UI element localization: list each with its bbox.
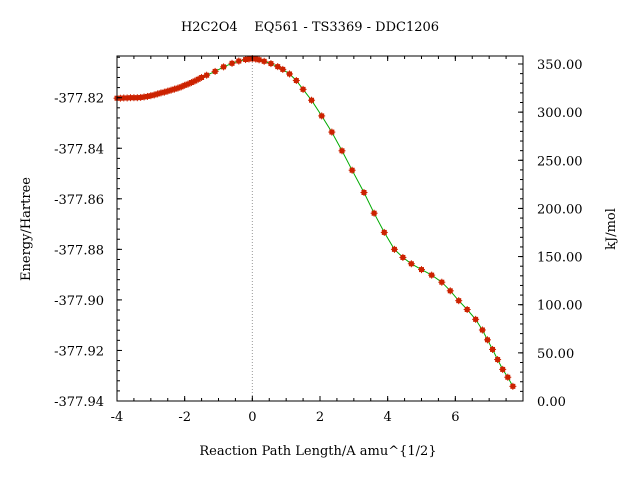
data-point bbox=[267, 60, 275, 68]
data-point bbox=[472, 315, 480, 323]
data-point bbox=[463, 306, 471, 314]
data-point bbox=[348, 166, 356, 174]
data-point bbox=[390, 245, 398, 253]
y-tick-label: -377.88 bbox=[54, 243, 104, 258]
data-point bbox=[279, 65, 287, 73]
data-point bbox=[428, 271, 436, 279]
y-tick-label: -377.84 bbox=[54, 142, 104, 157]
x-tick-label: 6 bbox=[451, 410, 459, 425]
data-point bbox=[328, 128, 336, 136]
y2-tick-label: 200.00 bbox=[537, 202, 583, 217]
y-tick-label: -377.90 bbox=[54, 294, 104, 309]
data-point bbox=[203, 71, 211, 79]
data-point bbox=[489, 345, 497, 353]
y2-tick-label: 350.00 bbox=[537, 58, 583, 73]
y2-axis-ticks: 0.00 50.00 100.00 150.00 200.00 250.00 300.00 3… bbox=[518, 58, 583, 410]
data-point bbox=[380, 228, 388, 236]
y-axis-ticks: -377.82 -377.84 -377.86 -377.88 -377.90 -377.… bbox=[54, 56, 122, 410]
data-point bbox=[286, 70, 294, 78]
y2-tick-label: 250.00 bbox=[537, 154, 583, 169]
data-point bbox=[499, 365, 507, 373]
data-point bbox=[260, 57, 268, 65]
chart-title: H2C2O4 EQ561 - TS3369 - DDC1206 bbox=[181, 20, 439, 35]
x-tick-label: -4 bbox=[111, 410, 124, 425]
data-point bbox=[509, 382, 517, 390]
x-tick-label: -2 bbox=[178, 410, 191, 425]
data-point bbox=[211, 67, 219, 75]
data-point bbox=[360, 188, 368, 196]
data-point bbox=[235, 57, 243, 65]
data-point bbox=[308, 96, 316, 104]
data-point bbox=[228, 59, 236, 67]
data-point bbox=[407, 260, 415, 268]
y-tick-label: -377.92 bbox=[54, 344, 104, 359]
data-point bbox=[220, 63, 228, 71]
y2-tick-label: 100.00 bbox=[537, 299, 583, 314]
y2-tick-label: 300.00 bbox=[537, 106, 583, 121]
data-point bbox=[299, 85, 307, 93]
series-line bbox=[117, 57, 514, 387]
x-tick-label: 0 bbox=[248, 410, 256, 425]
data-point bbox=[446, 287, 454, 295]
data-point bbox=[274, 63, 282, 71]
data-point bbox=[370, 209, 378, 217]
y-axis-label: Energy/Hartree bbox=[19, 177, 34, 281]
data-point bbox=[483, 336, 491, 344]
data-point bbox=[338, 147, 346, 155]
plot-area bbox=[113, 55, 517, 401]
y-tick-label: -377.82 bbox=[54, 92, 104, 107]
data-point bbox=[292, 77, 300, 85]
data-point bbox=[504, 373, 512, 381]
data-point bbox=[455, 297, 463, 305]
x-tick-label: 4 bbox=[384, 410, 392, 425]
data-point bbox=[438, 278, 446, 286]
data-point bbox=[198, 73, 206, 81]
x-axis-label: Reaction Path Length/A amu^{1/2} bbox=[199, 444, 436, 459]
y2-tick-label: 0.00 bbox=[537, 395, 566, 410]
y2-axis-label: kJ/mol bbox=[604, 208, 619, 250]
y2-tick-label: 150.00 bbox=[537, 251, 583, 266]
data-point bbox=[255, 56, 263, 64]
data-point bbox=[399, 253, 407, 261]
data-point bbox=[494, 356, 502, 364]
y-tick-label: -377.94 bbox=[54, 395, 104, 410]
y2-tick-label: 50.00 bbox=[537, 347, 574, 362]
data-point bbox=[318, 112, 326, 120]
data-point bbox=[418, 266, 425, 274]
x-tick-label: 2 bbox=[316, 410, 324, 425]
x-axis-ticks: -4 -2 0 2 4 6 bbox=[111, 56, 524, 425]
data-point bbox=[478, 326, 486, 334]
y-tick-label: -377.86 bbox=[54, 193, 104, 208]
plot-frame bbox=[116, 55, 524, 402]
